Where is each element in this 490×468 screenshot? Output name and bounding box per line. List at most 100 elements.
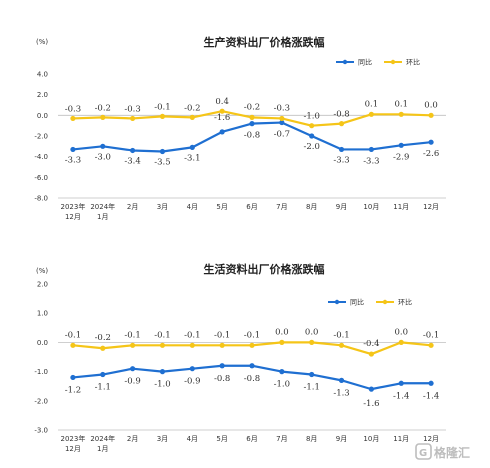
data-label: 0.0: [424, 100, 438, 110]
data-label: -1.1: [95, 383, 111, 393]
x-tick-label: 10月: [363, 435, 379, 443]
data-label: -3.0: [95, 152, 111, 162]
y-tick-label: -2.0: [34, 397, 48, 405]
x-tick-label: 9月: [336, 203, 347, 211]
data-label: -0.1: [184, 330, 200, 340]
data-point: [338, 121, 345, 127]
watermark-text: 格隆汇: [434, 445, 470, 460]
data-label: 0.1: [394, 99, 408, 109]
data-point: [368, 111, 374, 117]
data-label: 0.4: [215, 97, 229, 107]
data-point: [428, 380, 434, 386]
data-point: [130, 366, 136, 372]
data-label: -3.3: [333, 155, 349, 165]
data-point: [100, 114, 106, 120]
data-label: -0.8: [244, 374, 260, 384]
data-point: [398, 142, 404, 148]
legend-label: 环比: [398, 298, 412, 307]
data-label: -0.1: [244, 330, 260, 340]
data-point: [70, 146, 76, 153]
data-point: [159, 342, 166, 348]
data-point: [189, 114, 195, 120]
data-point: [70, 115, 76, 122]
legend-marker: [390, 59, 396, 65]
data-point: [219, 342, 225, 348]
data-label: -0.4: [363, 339, 379, 349]
x-tick-label: 2024年: [90, 202, 115, 211]
data-label: -0.1: [154, 330, 170, 340]
x-tick-label: 10月: [363, 203, 379, 211]
data-point: [159, 369, 166, 375]
data-label: -1.6: [363, 399, 379, 409]
legend-marker: [342, 59, 348, 65]
x-tick-label: 11月: [393, 203, 409, 211]
data-label: -1.0: [303, 112, 319, 122]
data-point: [398, 380, 404, 386]
x-tick-label: 2024年: [90, 434, 115, 443]
data-point: [338, 146, 345, 153]
x-tick-label: 7月: [276, 435, 287, 443]
data-point: [428, 112, 434, 118]
data-point: [309, 123, 315, 129]
data-point: [309, 339, 315, 345]
x-tick-label: 6月: [246, 203, 257, 211]
data-point: [398, 111, 404, 117]
x-tick-label: 12月: [65, 213, 81, 221]
legend-marker: [334, 299, 340, 305]
data-point: [70, 374, 76, 381]
x-tick-label: 3月: [157, 203, 168, 211]
x-tick-label: 2023年: [61, 202, 86, 211]
data-point: [249, 121, 255, 127]
y-tick-label: 1.0: [37, 310, 48, 318]
data-point: [130, 147, 136, 154]
data-label: -0.8: [333, 110, 349, 120]
data-point: [428, 139, 434, 145]
watermark-logo-icon: [415, 443, 432, 460]
data-label: -3.5: [154, 158, 170, 168]
data-point: [309, 133, 315, 139]
data-label: -0.3: [274, 103, 290, 113]
x-tick-label: 9月: [336, 435, 347, 443]
data-label: -0.3: [124, 104, 140, 114]
x-tick-label: 2月: [127, 203, 138, 211]
data-point: [130, 342, 136, 348]
data-point: [100, 143, 106, 149]
data-label: -0.9: [124, 377, 140, 387]
data-point: [219, 108, 225, 114]
data-point: [368, 386, 374, 392]
x-tick-label: 4月: [187, 203, 198, 211]
x-tick-label: 3月: [157, 435, 168, 443]
data-point: [368, 146, 374, 153]
y-tick-label: -1.0: [34, 368, 48, 376]
data-point: [398, 339, 404, 345]
data-label: -0.1: [124, 330, 140, 340]
data-label: -3.3: [363, 156, 379, 166]
data-point: [279, 115, 285, 122]
data-label: -1.2: [65, 385, 81, 395]
data-point: [279, 369, 285, 375]
data-label: -3.3: [65, 155, 81, 165]
data-label: -0.1: [154, 102, 170, 112]
y-tick-label: 0.0: [37, 339, 48, 347]
data-label: -0.8: [214, 374, 230, 384]
legend-label: 环比: [406, 58, 420, 67]
data-point: [219, 129, 225, 135]
watermark-logo-glyph: G: [419, 448, 427, 459]
y-unit-label: (%): [36, 267, 48, 275]
x-tick-label: 8月: [306, 203, 317, 211]
data-point: [249, 363, 255, 369]
data-label: -0.1: [333, 330, 349, 340]
data-label: -0.8: [244, 131, 260, 141]
x-tick-label: 7月: [276, 203, 287, 211]
data-label: -1.3: [333, 388, 349, 398]
data-point: [100, 371, 106, 378]
data-point: [159, 113, 166, 119]
data-point: [279, 339, 285, 345]
data-label: -1.4: [423, 391, 439, 401]
data-point: [249, 342, 255, 348]
data-label: -0.3: [65, 104, 81, 114]
data-point: [189, 342, 195, 348]
data-point: [219, 363, 225, 369]
data-label: 0.0: [305, 327, 319, 337]
